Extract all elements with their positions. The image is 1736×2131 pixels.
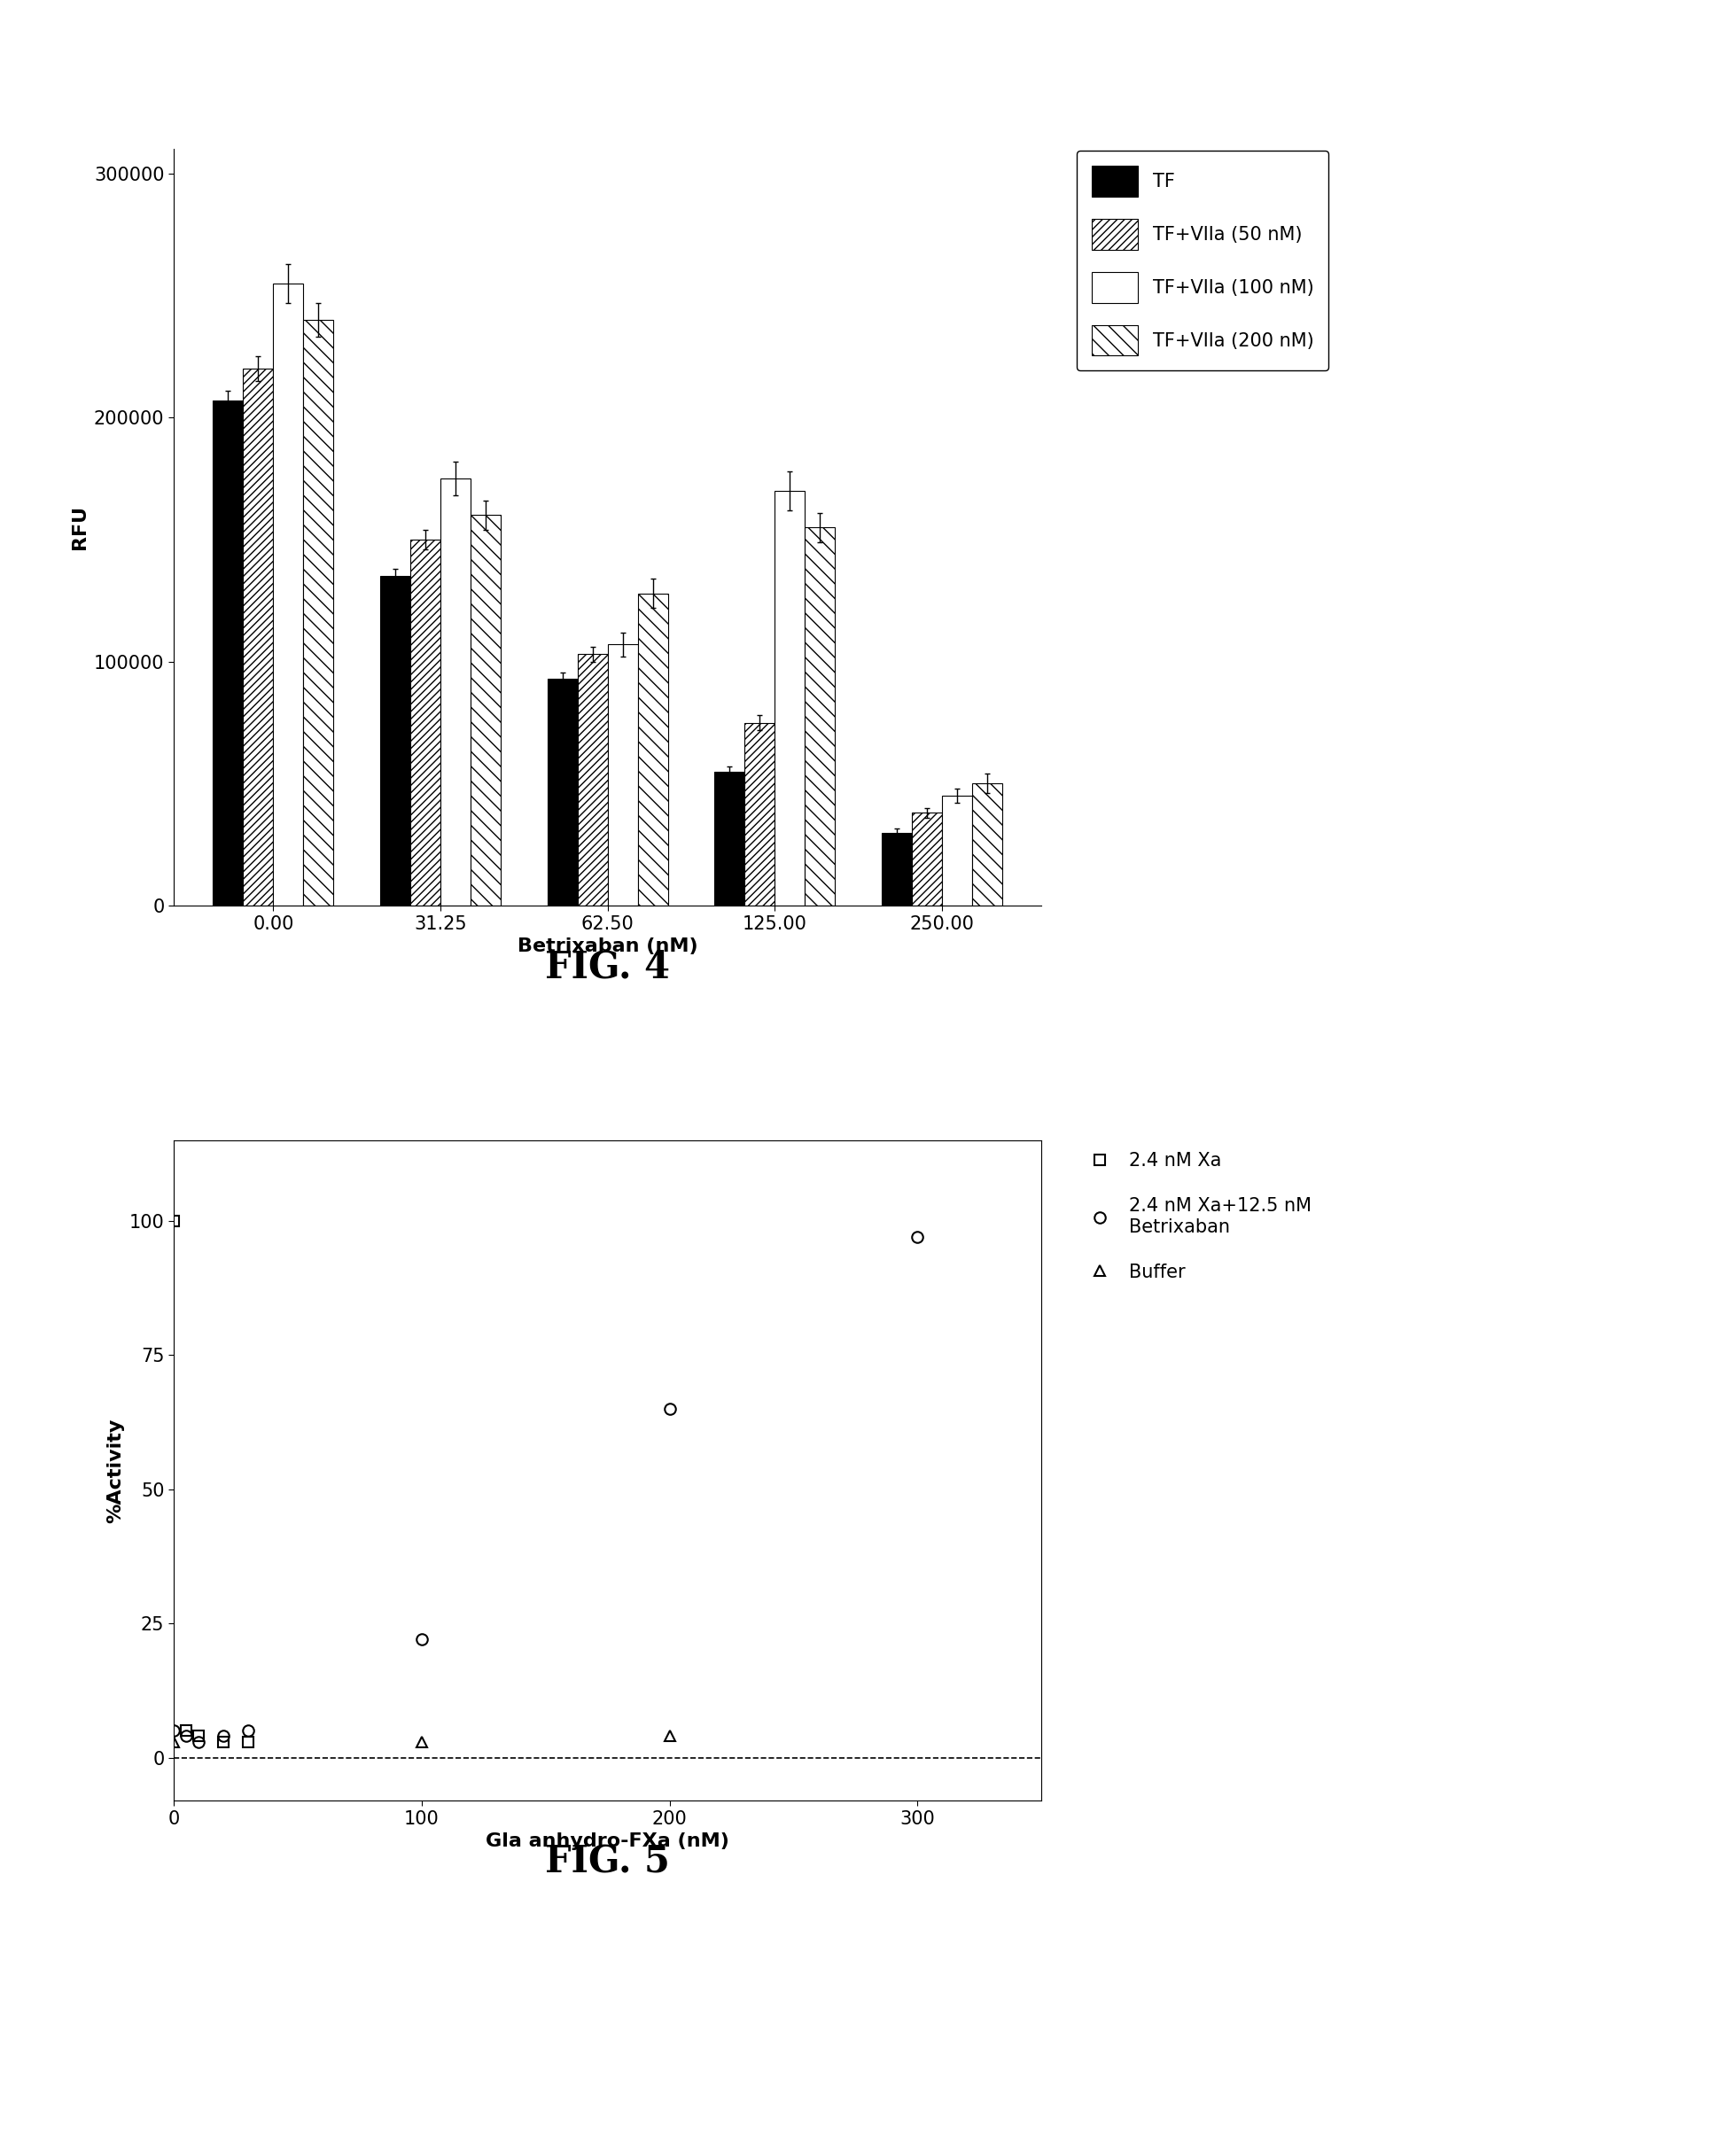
- 2.4 nM Xa: [187, 1724, 208, 1750]
- Bar: [637, 592, 668, 906]
- Legend: TF, TF+VIIa (50 nM), TF+VIIa (100 nM), TF+VIIa (200 nM): TF, TF+VIIa (50 nM), TF+VIIa (100 nM), T…: [1076, 151, 1328, 371]
- Bar: [911, 812, 943, 906]
- Bar: [715, 771, 745, 906]
- Bar: [882, 833, 911, 906]
- Bar: [806, 528, 835, 906]
- 2.4 nM Xa+12.5 nM
Betrixaban: [908, 1223, 929, 1249]
- Text: FIG. 5: FIG. 5: [545, 1843, 670, 1880]
- Bar: [547, 678, 578, 906]
- Buffer: [163, 1728, 184, 1754]
- Bar: [441, 479, 470, 906]
- Bar: [608, 644, 637, 906]
- Line: 2.4 nM Xa: 2.4 nM Xa: [168, 1215, 253, 1747]
- Bar: [578, 654, 608, 906]
- Buffer: [411, 1728, 432, 1754]
- Bar: [470, 516, 500, 906]
- 2.4 nM Xa+12.5 nM
Betrixaban: [660, 1396, 681, 1421]
- Bar: [214, 401, 243, 906]
- Line: Buffer: Buffer: [168, 1730, 675, 1747]
- 2.4 nM Xa+12.5 nM
Betrixaban: [187, 1728, 208, 1754]
- Bar: [243, 369, 273, 906]
- 2.4 nM Xa+12.5 nM
Betrixaban: [175, 1724, 196, 1750]
- Text: FIG. 4: FIG. 4: [545, 948, 670, 985]
- Bar: [745, 722, 774, 906]
- 2.4 nM Xa+12.5 nM
Betrixaban: [163, 1718, 184, 1743]
- Line: 2.4 nM Xa+12.5 nM
Betrixaban: 2.4 nM Xa+12.5 nM Betrixaban: [168, 1232, 924, 1747]
- Legend: 2.4 nM Xa, 2.4 nM Xa+12.5 nM
Betrixaban, Buffer: 2.4 nM Xa, 2.4 nM Xa+12.5 nM Betrixaban,…: [1076, 1142, 1321, 1289]
- 2.4 nM Xa: [175, 1718, 196, 1743]
- X-axis label: Betrixaban (nM): Betrixaban (nM): [517, 938, 698, 955]
- X-axis label: Gla anhydro-FXa (nM): Gla anhydro-FXa (nM): [486, 1833, 729, 1850]
- Bar: [410, 539, 441, 906]
- Bar: [943, 795, 972, 906]
- Bar: [774, 490, 806, 906]
- Y-axis label: RFU: RFU: [71, 505, 89, 550]
- Buffer: [660, 1724, 681, 1750]
- 2.4 nM Xa+12.5 nM
Betrixaban: [411, 1626, 432, 1652]
- Bar: [380, 575, 410, 906]
- 2.4 nM Xa+12.5 nM
Betrixaban: [214, 1724, 234, 1750]
- 2.4 nM Xa: [163, 1208, 184, 1234]
- Bar: [304, 320, 333, 906]
- 2.4 nM Xa: [214, 1728, 234, 1754]
- Bar: [972, 784, 1002, 906]
- Bar: [273, 283, 304, 906]
- 2.4 nM Xa+12.5 nM
Betrixaban: [238, 1718, 259, 1743]
- Y-axis label: %Activity: %Activity: [106, 1417, 125, 1524]
- 2.4 nM Xa: [238, 1728, 259, 1754]
